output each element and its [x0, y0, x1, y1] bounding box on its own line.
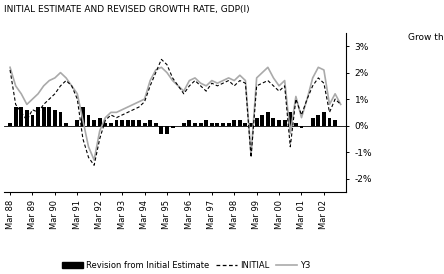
Bar [126, 120, 130, 125]
Bar [14, 107, 18, 125]
Bar [328, 118, 332, 125]
Bar [204, 120, 208, 125]
Bar [25, 110, 29, 125]
Bar [31, 115, 35, 125]
Bar [249, 123, 253, 125]
Bar [182, 123, 186, 125]
Bar [137, 120, 141, 125]
Bar [238, 120, 242, 125]
Bar [42, 107, 46, 125]
Bar [333, 120, 337, 125]
Bar [131, 120, 135, 125]
Bar [260, 115, 264, 125]
Bar [165, 125, 169, 133]
Bar [193, 123, 197, 125]
Bar [300, 125, 303, 128]
Bar [81, 107, 85, 125]
Bar [210, 123, 214, 125]
Bar [187, 120, 191, 125]
Bar [243, 123, 247, 125]
Bar [8, 123, 12, 125]
Bar [288, 112, 292, 125]
Bar [53, 110, 57, 125]
Legend: Revision from Initial Estimate, INITIAL, Y3: Revision from Initial Estimate, INITIAL,… [62, 261, 311, 270]
Bar [103, 123, 107, 125]
Bar [64, 123, 68, 125]
Bar [159, 125, 163, 133]
Bar [143, 123, 147, 125]
Bar [232, 120, 236, 125]
Bar [170, 125, 174, 128]
Bar [87, 115, 91, 125]
Bar [120, 120, 124, 125]
Bar [154, 123, 158, 125]
Text: Grow th rates: Grow th rates [408, 33, 444, 42]
Bar [316, 115, 320, 125]
Bar [59, 112, 63, 125]
Bar [92, 120, 96, 125]
Bar [322, 112, 326, 125]
Bar [98, 118, 102, 125]
Bar [48, 107, 51, 125]
Bar [115, 120, 119, 125]
Bar [255, 118, 258, 125]
Bar [227, 123, 230, 125]
Bar [266, 112, 270, 125]
Bar [277, 120, 281, 125]
Bar [283, 120, 287, 125]
Bar [109, 123, 113, 125]
Bar [294, 123, 298, 125]
Bar [271, 118, 275, 125]
Bar [36, 107, 40, 125]
Text: INITIAL ESTIMATE AND REVISED GROWTH RATE, GDP(I): INITIAL ESTIMATE AND REVISED GROWTH RATE… [4, 5, 250, 15]
Bar [221, 123, 225, 125]
Bar [75, 120, 79, 125]
Bar [148, 120, 152, 125]
Bar [215, 123, 219, 125]
Bar [19, 107, 23, 125]
Bar [198, 123, 202, 125]
Bar [311, 118, 315, 125]
